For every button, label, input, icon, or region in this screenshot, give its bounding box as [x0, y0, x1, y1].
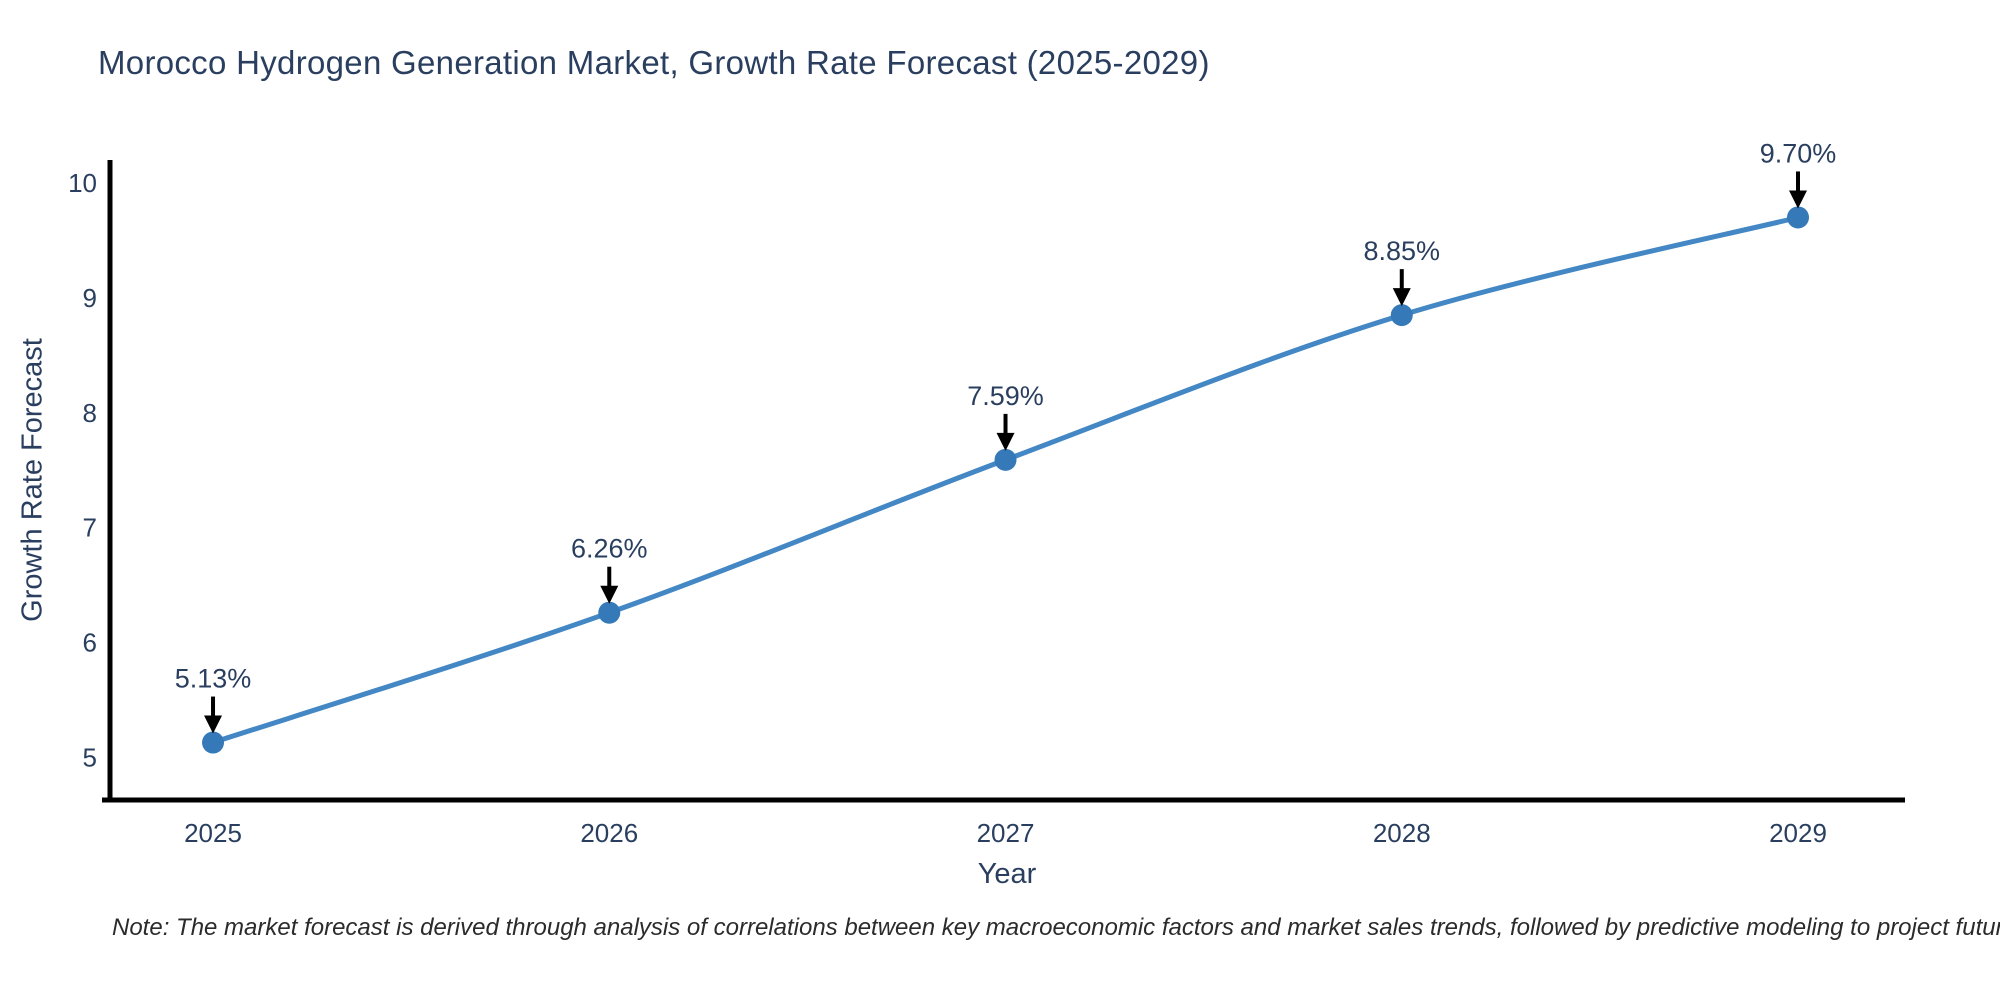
data-point-2026[interactable]	[598, 601, 621, 624]
y-tick-label: 5	[83, 742, 97, 772]
y-axis-title: Growth Rate Forecast	[16, 338, 49, 622]
footnote: Note: The market forecast is derived thr…	[112, 914, 2000, 941]
x-tick-label: 2028	[1373, 818, 1431, 848]
y-tick-label: 6	[83, 628, 97, 658]
chart-title: Morocco Hydrogen Generation Market, Grow…	[98, 44, 1210, 81]
x-tick-label: 2027	[977, 818, 1035, 848]
data-point-label: 6.26%	[571, 534, 648, 564]
annotation-arrow-head	[1392, 288, 1411, 307]
forecast-line	[210, 215, 1801, 745]
x-axis-title: Year	[977, 858, 1037, 890]
x-tick-label: 2025	[184, 818, 242, 848]
data-point-label: 5.13%	[175, 664, 252, 694]
data-point-label: 9.70%	[1760, 138, 1837, 168]
data-point-label: 8.85%	[1363, 236, 1440, 266]
annotation-arrow-head	[996, 432, 1015, 451]
annotation-arrow-head	[600, 585, 619, 604]
y-tick-label: 8	[83, 398, 97, 428]
x-tick-label: 2029	[1769, 818, 1827, 848]
data-point-2027[interactable]	[994, 448, 1017, 471]
y-tick-label: 7	[83, 513, 97, 543]
data-point-label: 7.59%	[967, 381, 1044, 411]
data-point-2029[interactable]	[1787, 206, 1810, 229]
y-tick-label: 9	[83, 283, 97, 313]
y-tick-label: 10	[68, 168, 97, 198]
annotation-arrow-head	[204, 715, 223, 734]
data-point-2025[interactable]	[202, 731, 225, 754]
x-tick-label: 2026	[580, 818, 638, 848]
data-point-2028[interactable]	[1390, 304, 1413, 327]
annotation-arrow-head	[1789, 190, 1808, 209]
